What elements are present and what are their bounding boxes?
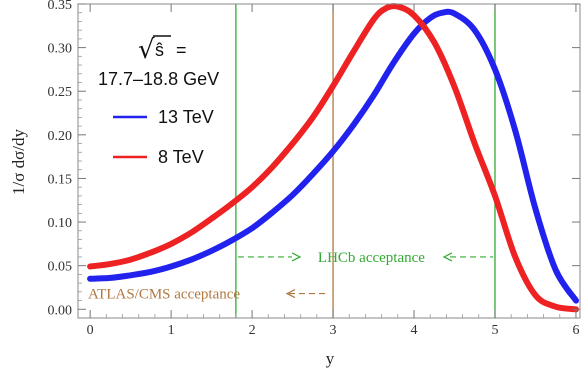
y-tick-label: 0.05 <box>48 260 73 275</box>
y-tick-label: 0.10 <box>48 216 73 231</box>
y-axis-label: 1/σ dσ/dy <box>9 128 28 195</box>
y-tick-label: 0.25 <box>48 85 73 100</box>
acceptance-annotations: LHCb acceptance ATLAS/CMS acceptance <box>88 250 493 303</box>
series-line-8tev <box>87 3 579 313</box>
y-tick-label: 0.20 <box>48 129 73 144</box>
equals-sign: = <box>176 40 187 60</box>
legend-label-8tev: 8 TeV <box>158 147 204 167</box>
x-tick-label: 4 <box>411 323 418 338</box>
legend-label-13tev: 13 TeV <box>158 107 214 127</box>
lhcb-arrow-left <box>442 252 453 262</box>
x-tick-label: 2 <box>249 323 256 338</box>
x-axis-label: y <box>326 349 335 368</box>
atlas-arrow-left <box>285 289 296 299</box>
x-tick-label: 1 <box>168 323 175 338</box>
y-tick-label: 0.30 <box>48 42 73 57</box>
energy-range: 17.7–18.8 GeV <box>98 69 219 89</box>
axes: 0 1 2 3 4 5 6 0.00 0.05 0.10 0.15 0.20 0.25 0.30 0.35 <box>48 0 581 338</box>
y-tick-label: 0.00 <box>48 303 73 318</box>
legend: √ ŝ = 17.7–18.8 GeV 13 TeV 8 TeV <box>98 35 219 167</box>
series-curves <box>87 3 579 313</box>
acceptance-lines <box>235 4 496 318</box>
sqrt-variable: ŝ <box>155 40 164 60</box>
atlas-cms-acceptance-label: ATLAS/CMS acceptance <box>88 287 240 303</box>
x-tick-label: 5 <box>491 323 498 338</box>
x-tick-label: 0 <box>87 323 94 338</box>
lhcb-arrow-right <box>291 252 302 262</box>
series-line-13tev <box>87 8 579 304</box>
x-tick-label: 3 <box>330 323 337 338</box>
sqrt-symbol: √ <box>138 35 155 65</box>
x-tick-label: 6 <box>572 323 579 338</box>
y-tick-label: 0.15 <box>48 172 73 187</box>
y-tick-label: 0.35 <box>48 0 73 13</box>
lhcb-acceptance-label: LHCb acceptance <box>318 250 425 266</box>
